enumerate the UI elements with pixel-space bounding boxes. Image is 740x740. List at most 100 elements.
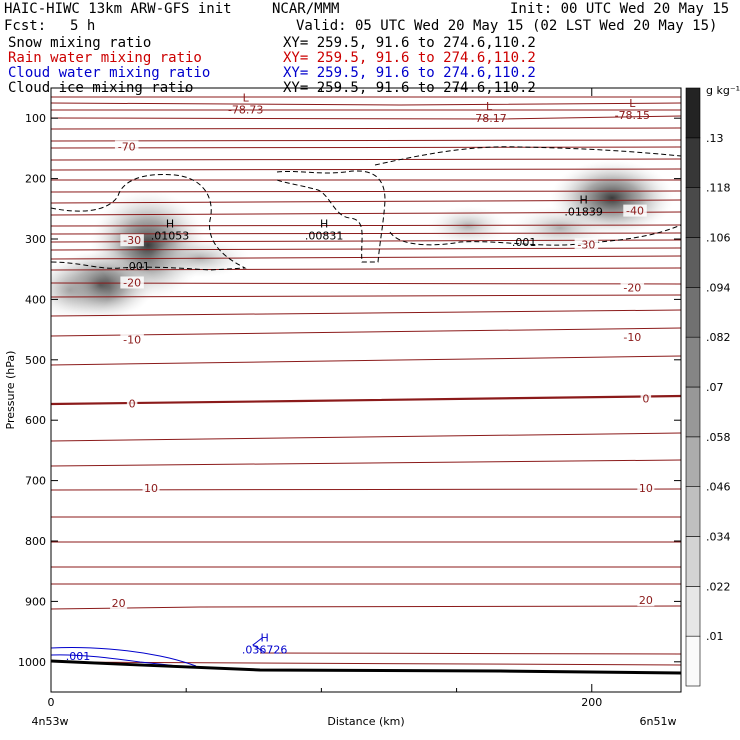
cloud-water-contour	[252, 637, 265, 653]
init-time: Init: 00 UTC Wed 20 May 15	[510, 1, 730, 17]
x-tick-label: 0	[48, 696, 55, 709]
extremum-value: -78.17	[471, 112, 506, 125]
extremum-marker: L	[243, 91, 250, 104]
colorbar-tick-label: .046	[706, 481, 731, 494]
colorbar-tick-label: .082	[706, 331, 731, 344]
temperature-label-bg	[126, 397, 138, 410]
field-xy-cloud-ice: XY= 259.5, 91.6 to 274.6,110.2	[283, 80, 536, 96]
temperature-contour-line	[51, 394, 681, 406]
temperature-contour-line	[51, 605, 681, 610]
cloud-ice-contour	[374, 146, 681, 166]
plot-frame	[50, 87, 682, 693]
temperature-contour-line	[51, 190, 681, 193]
temperature-contour-line	[259, 652, 681, 655]
temperature-contour-line	[51, 139, 681, 142]
temperature-contour-line	[51, 168, 681, 171]
colorbar-swatch	[685, 436, 701, 487]
temperature-contour-label: 20	[639, 594, 653, 607]
cloud-water-contour	[51, 646, 197, 667]
temperature-label-bg	[142, 481, 160, 494]
y-tick-label: 600	[25, 414, 46, 427]
forecast-label: Fcst:	[4, 18, 47, 34]
colorbar-tick-label: .13	[706, 132, 724, 145]
temperature-contour-line	[51, 232, 681, 235]
colorbar-tick-label: .106	[706, 232, 731, 245]
temperature-contour-line	[51, 115, 681, 120]
x-axis-label: Distance (km)	[327, 715, 404, 728]
terrain-line	[50, 659, 682, 675]
colorbar: .01 .022 .034 .046 .058 .07 .082 .094 .106 .118 .1…	[685, 87, 731, 687]
extremum-value: .01839	[564, 206, 603, 219]
extremum-value: -78.73	[228, 103, 263, 116]
temperature-label-bg	[574, 238, 599, 251]
temperature-contour-line	[51, 459, 681, 467]
temperature-contour-line	[51, 432, 681, 442]
colorbar-swatch	[685, 536, 701, 587]
temperature-contour-label: -10	[623, 331, 641, 344]
extremum-marker: L	[629, 97, 636, 110]
colorbar-tick-label: .022	[706, 580, 731, 593]
field-name-cloud-water: Cloud water mixing ratio	[8, 65, 211, 81]
y-tick-label: 900	[25, 595, 46, 608]
temperature-label-bg	[623, 204, 647, 217]
temperature-label-bg	[120, 333, 144, 346]
temperature-label-bg	[637, 594, 655, 607]
y-tick-label: 100	[25, 112, 46, 125]
colorbar-tick-label: .07	[706, 381, 724, 394]
extremum-value: .00831	[305, 230, 344, 243]
temperature-contour-label: 20	[112, 597, 126, 610]
extremum-marker: H	[166, 218, 174, 231]
y-tick-label: 700	[25, 475, 46, 488]
temperature-contour-line	[51, 127, 681, 130]
colorbar-swatch	[685, 87, 701, 139]
temperature-contour-line	[51, 661, 681, 666]
temperature-label-bg	[620, 281, 645, 294]
temperature-contour-line	[51, 294, 681, 298]
contour-label: .001	[66, 650, 91, 663]
extremum-value: .01053	[151, 230, 190, 243]
temperature-contour-label: -40	[626, 205, 644, 218]
cloud-ice-contours	[51, 146, 681, 271]
temperature-contour-label: -70	[118, 141, 136, 154]
temperature-contour-line	[51, 327, 681, 337]
temperature-contour-line	[51, 211, 681, 216]
temperature-contour-line	[51, 282, 681, 285]
colorbar-swatch	[685, 187, 701, 238]
temperature-contour-label: -30	[577, 238, 595, 251]
colorbar-swatch	[685, 586, 701, 637]
temperature-contour-line	[51, 199, 681, 204]
cloud-ice-contour	[51, 173, 247, 271]
colorbar-tick-label: .01	[706, 630, 724, 643]
temperature-contour-line	[51, 355, 681, 366]
y-tick-label: 200	[25, 173, 46, 186]
temperature-contour-label: 10	[144, 482, 158, 495]
temperature-contour-line	[51, 102, 681, 106]
left-endpoint-label: 4n53w	[32, 715, 69, 728]
colorbar-swatch	[685, 386, 701, 438]
extremum-marker: H	[320, 218, 328, 231]
contour-label: .001	[512, 236, 537, 249]
temperature-label-bg	[637, 481, 655, 494]
temperature-contour-label: 10	[639, 482, 653, 495]
y-tick-label: 1000	[18, 656, 46, 669]
temperature-contour-label: -20	[123, 276, 141, 289]
x-tick-label: 200	[581, 696, 602, 709]
temperature-contour-line	[51, 267, 681, 271]
extremum-value: -78.15	[615, 109, 650, 122]
y-tick-label: 400	[25, 293, 46, 306]
field-name-cloud-ice: Cloud ice mixing ratio	[8, 80, 194, 96]
colorbar-swatch	[685, 137, 701, 188]
colorbar-tick-label: .058	[706, 431, 731, 444]
extremum-marker: H	[260, 631, 268, 644]
temperature-label-bg	[620, 330, 645, 343]
x-axis: 0 200	[48, 88, 602, 709]
temperature-label-bg	[110, 597, 128, 610]
temperature-contour-line	[51, 224, 681, 227]
temperature-contour-line	[51, 255, 681, 260]
temperature-label-bg	[120, 234, 144, 247]
temperature-contour-label: -30	[123, 234, 141, 247]
field-xy-cloud-water: XY= 259.5, 91.6 to 274.6,110.2	[283, 65, 536, 81]
colorbar-swatch	[685, 287, 701, 338]
